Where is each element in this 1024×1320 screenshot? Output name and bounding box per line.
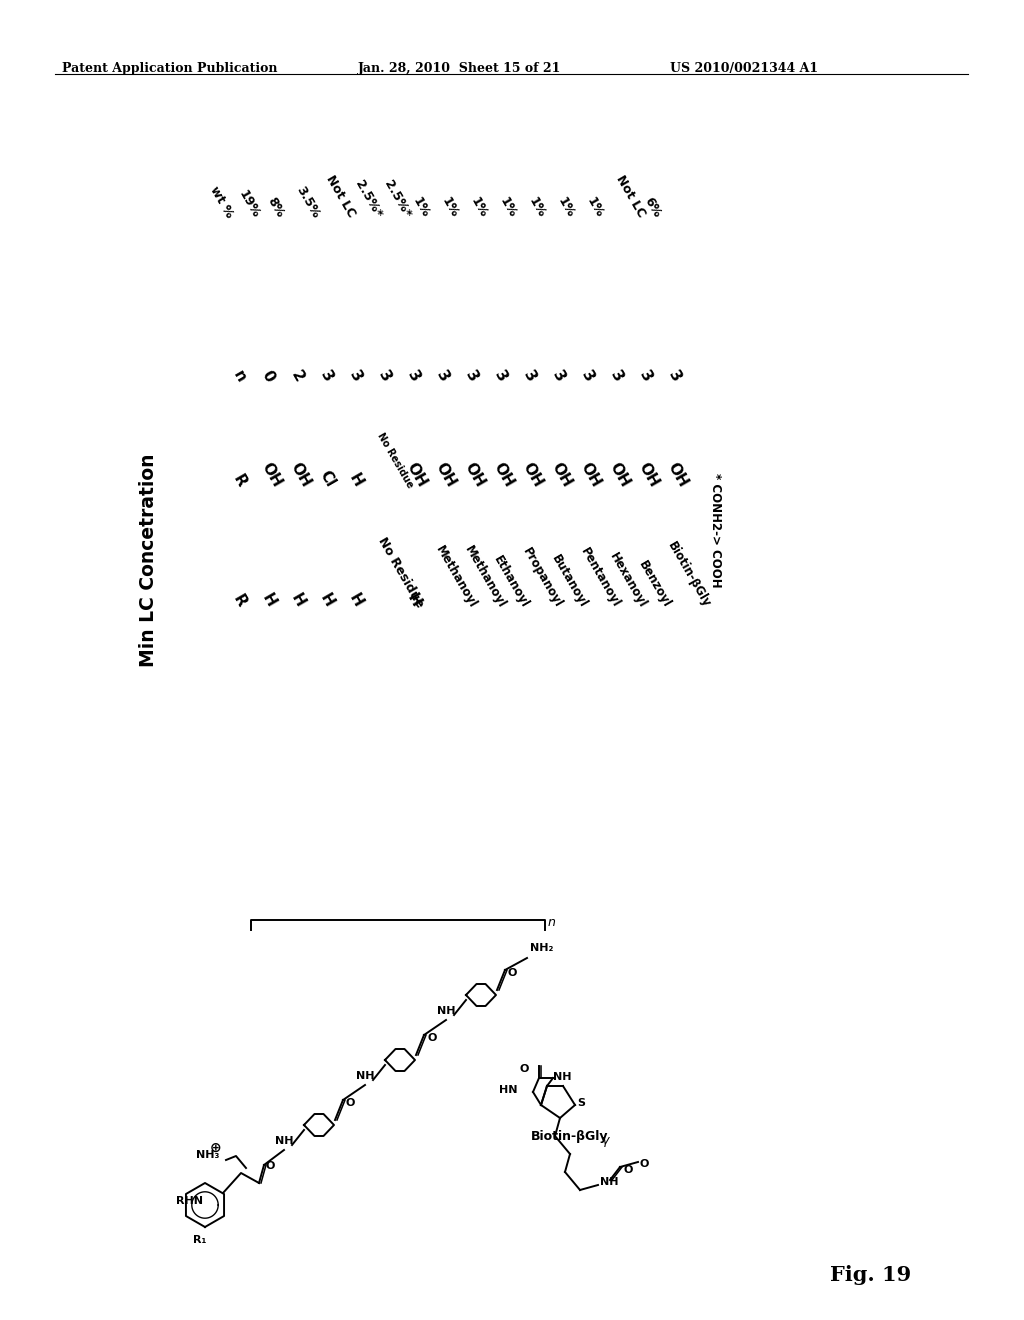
Text: NH: NH [355, 1071, 374, 1081]
Text: 3: 3 [636, 368, 654, 385]
Text: H: H [404, 591, 423, 610]
Text: Patent Application Publication: Patent Application Publication [62, 62, 278, 75]
Text: OH: OH [578, 461, 604, 490]
Text: OH: OH [665, 461, 691, 490]
Text: 6%: 6% [642, 195, 664, 220]
Text: wt %: wt % [207, 183, 236, 220]
Text: H: H [346, 591, 366, 610]
Text: O: O [640, 1159, 649, 1170]
Text: O: O [508, 968, 517, 978]
Text: O: O [427, 1034, 436, 1043]
Text: Biotin-βGly: Biotin-βGly [531, 1130, 608, 1143]
Text: Not LC: Not LC [613, 173, 647, 220]
Text: 3: 3 [404, 368, 422, 385]
Text: 3.5%: 3.5% [294, 183, 323, 220]
Text: OH: OH [607, 461, 633, 490]
Text: NH: NH [553, 1072, 571, 1082]
Text: Biotin-βGly: Biotin-βGly [665, 540, 713, 610]
Text: NH₃: NH₃ [197, 1150, 220, 1160]
Text: 3: 3 [433, 368, 452, 385]
Text: US 2010/0021344 A1: US 2010/0021344 A1 [670, 62, 818, 75]
Text: R: R [230, 593, 249, 610]
Text: OH: OH [288, 461, 314, 490]
Text: NH: NH [600, 1177, 618, 1187]
Text: H: H [259, 591, 279, 610]
Text: OH: OH [549, 461, 574, 490]
Text: 1%: 1% [555, 195, 577, 220]
Text: 1%: 1% [468, 195, 489, 220]
Text: ⊕: ⊕ [210, 1140, 222, 1155]
Text: NH₂: NH₂ [530, 942, 553, 953]
Text: S: S [577, 1098, 585, 1107]
Text: Cl: Cl [317, 469, 338, 490]
Text: 1%: 1% [497, 195, 519, 220]
Text: NH: NH [437, 1006, 456, 1016]
Text: 0: 0 [259, 368, 278, 385]
Text: Ethanoyl: Ethanoyl [490, 553, 531, 610]
Text: OH: OH [636, 461, 662, 490]
Text: Fig. 19: Fig. 19 [830, 1265, 911, 1284]
Text: 3: 3 [520, 368, 539, 385]
Text: O: O [519, 1064, 529, 1074]
Text: Pentanoyl: Pentanoyl [578, 545, 623, 610]
Text: n: n [548, 916, 556, 928]
Text: 1%: 1% [439, 195, 461, 220]
Text: 3: 3 [578, 368, 596, 385]
Text: 19%: 19% [236, 187, 262, 220]
Text: 2: 2 [288, 368, 306, 385]
Text: Butanoyl: Butanoyl [549, 553, 590, 610]
Text: 3: 3 [490, 368, 509, 385]
Text: OH: OH [462, 461, 487, 490]
Text: OH: OH [433, 461, 459, 490]
Text: γ: γ [601, 1134, 608, 1147]
Text: * CONH2-> COOH: * CONH2-> COOH [709, 473, 722, 587]
Text: Propanoyl: Propanoyl [520, 545, 564, 610]
Text: RHN: RHN [176, 1196, 203, 1206]
Text: 2.5%*: 2.5%* [352, 178, 384, 220]
Text: 3: 3 [375, 368, 393, 385]
Text: 3: 3 [665, 368, 683, 385]
Text: HN: HN [499, 1085, 517, 1096]
Text: H: H [288, 591, 307, 610]
Text: 8%: 8% [265, 195, 287, 220]
Text: OH: OH [404, 461, 430, 490]
Text: 3: 3 [607, 368, 626, 385]
Text: Jan. 28, 2010  Sheet 15 of 21: Jan. 28, 2010 Sheet 15 of 21 [358, 62, 561, 75]
Text: 3: 3 [462, 368, 480, 385]
Text: 3: 3 [549, 368, 567, 385]
Text: OH: OH [490, 461, 517, 490]
Text: NH: NH [274, 1137, 293, 1146]
Text: O: O [266, 1162, 275, 1171]
Text: n: n [230, 368, 249, 385]
Text: 3: 3 [346, 368, 365, 385]
Text: Methanoyl: Methanoyl [462, 543, 508, 610]
Text: O: O [623, 1166, 633, 1175]
Text: H: H [317, 591, 336, 610]
Text: Methanoyl: Methanoyl [433, 543, 479, 610]
Text: Hexanoyl: Hexanoyl [607, 550, 649, 610]
Text: Min LC Concetration: Min LC Concetration [138, 453, 158, 667]
Text: H: H [346, 471, 366, 490]
Text: O: O [346, 1098, 355, 1107]
Text: 3: 3 [317, 368, 335, 385]
Text: 1%: 1% [410, 195, 432, 220]
Text: R₁: R₁ [194, 1236, 207, 1245]
Text: 1%: 1% [526, 195, 548, 220]
Text: Benzoyl: Benzoyl [636, 558, 673, 610]
Text: Not LC: Not LC [323, 173, 357, 220]
Text: 2.5%*: 2.5%* [381, 178, 413, 220]
Text: No Residue: No Residue [375, 535, 426, 610]
Text: No Residue: No Residue [375, 432, 415, 490]
Text: OH: OH [259, 461, 285, 490]
Text: 1%: 1% [584, 195, 606, 220]
Text: R: R [230, 473, 249, 490]
Text: OH: OH [520, 461, 546, 490]
